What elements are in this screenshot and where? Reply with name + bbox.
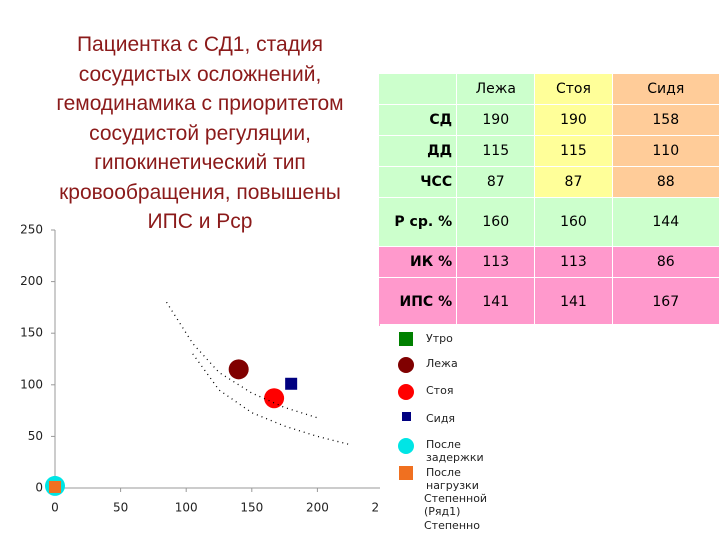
table-cell: 190	[534, 104, 613, 136]
y-tick-label: 0	[35, 481, 43, 495]
legend-label: Степенно	[424, 519, 480, 532]
x-tick-label: 50	[113, 501, 128, 515]
row-label: ИПС %	[377, 277, 458, 327]
row-label: ДД	[377, 135, 458, 167]
legend-entry: Степенной (Ряд1)	[398, 492, 492, 518]
title-line: гипокинетический тип	[94, 151, 306, 174]
row-label: ИК %	[377, 246, 458, 278]
point	[49, 480, 61, 493]
table-cell: 87	[534, 166, 613, 198]
title-line: сосудистой регуляции,	[89, 121, 311, 145]
legend-marker	[399, 466, 413, 480]
point	[285, 377, 298, 390]
legend-label: После нагрузки	[426, 466, 479, 492]
table-cell: 113	[534, 246, 613, 278]
table-cell: 110	[611, 135, 720, 167]
table-cell: 141	[456, 277, 536, 327]
table-row: Р ср. % 160 160 144	[377, 197, 720, 247]
legend-entry: После задержки	[398, 438, 494, 464]
title-line: гемодинамика с приоритетом	[56, 92, 344, 115]
legend-label: После задержки	[426, 438, 484, 464]
legend-entry: После нагрузки	[398, 466, 494, 492]
legend-marker	[398, 357, 414, 373]
point	[264, 388, 285, 409]
table-cell: 87	[456, 166, 536, 198]
table-cell: 167	[611, 277, 720, 327]
row-label: ЧСС	[377, 166, 458, 198]
legend-entry: Сидя	[398, 412, 494, 425]
legend-entry: Стоя	[398, 384, 494, 400]
y-tick-label: 200	[20, 274, 43, 288]
table-row: ИПС % 141 141 167	[377, 277, 720, 327]
row-label: Р ср. %	[377, 197, 458, 247]
x-tick-label: 100	[175, 501, 198, 515]
title-line: сосудистых осложнений,	[78, 62, 322, 86]
y-tick-label: 250	[20, 223, 43, 237]
table-cell: 141	[534, 277, 613, 327]
legend-marker	[398, 384, 414, 400]
legend-label: Стоя	[426, 384, 454, 397]
point	[228, 359, 249, 380]
x-tick-label: 0	[51, 501, 59, 515]
legend-marker	[401, 412, 411, 421]
header-cell: Стоя	[534, 73, 613, 105]
table-row: ИК % 113 113 86	[377, 246, 720, 278]
legend-entry: Утро	[398, 332, 494, 346]
trend-line	[165, 301, 318, 419]
legend-marker	[398, 492, 412, 504]
slide-title: Пациентка с СД1, стадия сосудистых осложн…	[20, 30, 380, 237]
table-cell: 190	[456, 104, 536, 136]
legend-label: Сидя	[426, 412, 456, 425]
data-table: Лежа Стоя Сидя СД 190 190 158 ДД 115 115 110 ЧСС 87 8…	[377, 73, 720, 327]
table-row: ДД 115 115 110	[377, 135, 720, 167]
table-row: СД 190 190 158	[377, 104, 720, 136]
title-line: ИПС и Рср	[147, 210, 253, 233]
legend-entry: Степенно	[398, 519, 492, 532]
table-cell: 160	[456, 197, 536, 247]
y-tick-label: 50	[28, 429, 43, 443]
legend-marker	[398, 519, 412, 531]
title-line: кровообращения, повышены	[59, 180, 341, 204]
table-header: Лежа Стоя Сидя	[377, 73, 720, 105]
x-tick-label: 150	[240, 501, 263, 515]
legend-label: Степенной (Ряд1)	[424, 492, 488, 518]
y-tick-label: 150	[20, 326, 43, 340]
title-line: Пациентка с СД1, стадия	[76, 33, 324, 56]
y-tick-label: 100	[20, 377, 43, 391]
header-cell	[377, 73, 458, 105]
header-cell: Лежа	[456, 73, 536, 105]
x-tick-label: 200	[306, 501, 329, 515]
table-cell: 115	[534, 135, 613, 167]
legend: Утро Лежа Стоя Сидя После задержки После нагр…	[380, 324, 720, 540]
table-cell: 144	[611, 197, 720, 247]
legend-label: Лежа	[426, 357, 458, 370]
legend-marker	[399, 332, 413, 346]
table-row: ЧСС 87 87 88	[377, 166, 720, 198]
legend-entry: Лежа	[398, 357, 494, 373]
header-cell: Сидя	[611, 73, 720, 105]
table-cell: 160	[534, 197, 613, 247]
table-cell: 113	[456, 246, 536, 278]
table-cell: 86	[611, 246, 720, 278]
table-cell: 158	[611, 104, 720, 136]
table-cell: 88	[611, 166, 720, 198]
table-cell: 115	[456, 135, 536, 167]
legend-marker	[398, 438, 414, 454]
legend-label: Утро	[426, 332, 453, 345]
row-label: СД	[377, 104, 458, 136]
